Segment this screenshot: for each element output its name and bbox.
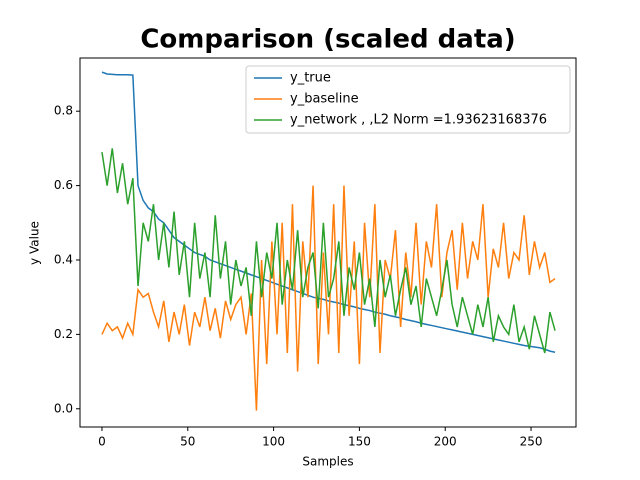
x-tick-label: 100 [262,435,285,449]
y-tick-label: 0.4 [54,252,73,266]
y-tick-label: 0.2 [54,327,73,341]
plot-frame [79,57,577,428]
x-axis-label: Samples [302,455,353,469]
legend-text: y_baseline [290,92,359,107]
x-tick-label: 200 [434,435,457,449]
x-tick-label: 50 [180,435,195,449]
legend-text: y_true [290,71,331,86]
series-line [101,185,556,411]
legend-box [245,65,571,134]
legend-text: y_network , ,L2 Norm =1.93623168376 [290,113,547,128]
y-axis-label: y Value [28,221,42,265]
chart-title: Comparison (scaled data) [140,25,515,55]
x-tick-label: 250 [520,435,543,449]
series-line [101,148,556,354]
x-tick-label: 0 [98,435,106,449]
y-tick-label: 0.0 [54,401,73,415]
y-tick-label: 0.6 [54,178,73,192]
series-line [101,71,556,353]
x-tick-label: 150 [348,435,371,449]
y-tick-label: 0.8 [54,104,73,118]
